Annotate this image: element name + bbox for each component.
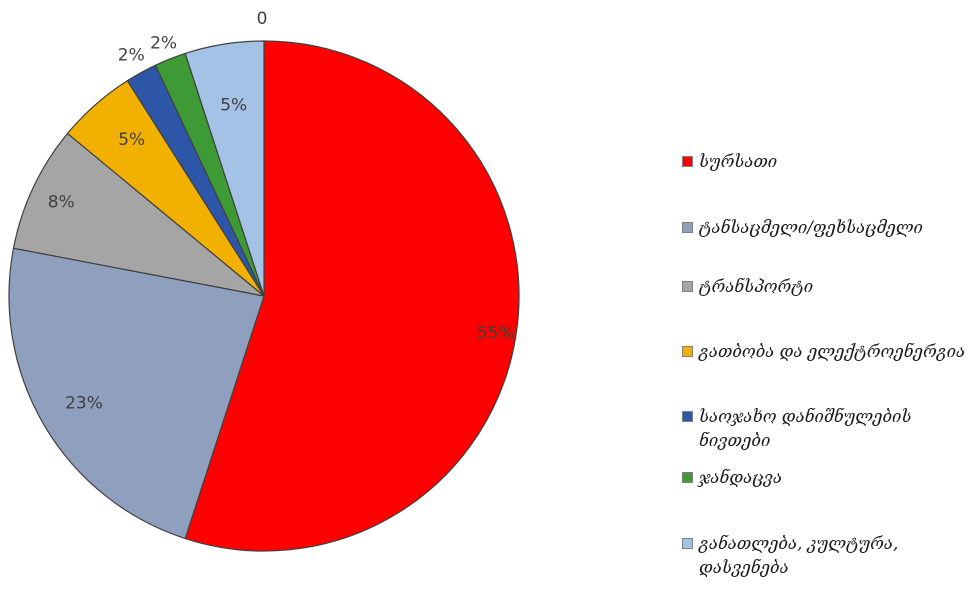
legend-label: სურსათი <box>699 152 778 171</box>
legend-swatch <box>682 538 693 549</box>
slice-value-label-4: 5% <box>118 130 145 150</box>
legend-item-1: სურსათი <box>682 150 969 174</box>
top-zero-label: 0 <box>257 9 268 29</box>
pie-slice-2 <box>8 247 265 540</box>
legend-item-5: საოჯახო დანიშნულების ნივთები <box>682 405 969 453</box>
legend-swatch <box>682 346 693 357</box>
legend-swatch <box>682 411 693 422</box>
legend-label: საოჯახო დანიშნულების ნივთები <box>699 407 912 450</box>
legend-item-3: ტრანსპორტი <box>682 275 969 299</box>
legend-swatch <box>682 281 693 292</box>
legend-label: ჯანდაცვა <box>699 468 783 487</box>
pie-slice-7 <box>184 40 265 297</box>
pie-slices <box>8 40 520 552</box>
slice-value-label-3: 8% <box>48 193 75 213</box>
legend-item-4: გათბობა და ელექტროენერგია <box>682 340 969 364</box>
legend-swatch <box>682 472 693 483</box>
slice-value-label-1: 55% <box>477 324 515 344</box>
legend-item-6: ჯანდაცვა <box>682 466 969 490</box>
legend-item-2: ტანსაცმელი/ფეხსაცმელი <box>682 216 969 240</box>
legend-label: გათბობა და ელექტროენერგია <box>699 342 966 361</box>
slice-value-label-5: 2% <box>118 46 145 66</box>
legend-label: განათლება, კულტურა, დასვენება <box>699 534 899 577</box>
legend-label: ტრანსპორტი <box>699 277 814 296</box>
legend-swatch <box>682 222 693 233</box>
slice-value-label-7: 5% <box>220 96 247 116</box>
slice-value-label-2: 23% <box>65 393 103 413</box>
legend-item-7: განათლება, კულტურა, დასვენება <box>682 532 969 580</box>
slice-value-label-6: 2% <box>150 33 177 53</box>
pie-labels: 55% 23% 8% 5% 2%2% 5% <box>48 33 515 413</box>
legend-swatch <box>682 156 693 167</box>
pie-slice-3 <box>12 132 265 297</box>
pie-slice-1 <box>184 40 520 552</box>
legend-label: ტანსაცმელი/ფეხსაცმელი <box>699 218 923 237</box>
